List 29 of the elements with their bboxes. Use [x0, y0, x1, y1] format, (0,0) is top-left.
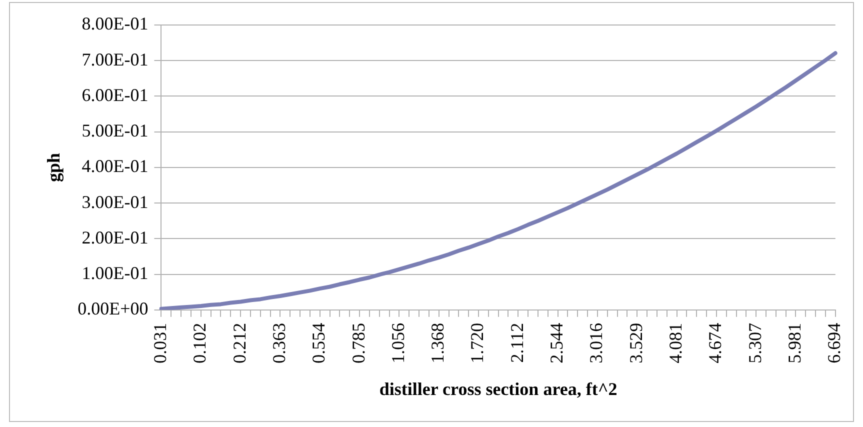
y-tick-label: 5.00E-01 — [82, 120, 148, 141]
x-tick-label: 5.981 — [784, 322, 804, 364]
x-axis-title: distiller cross section area, ft^2 — [379, 378, 618, 399]
x-tick-label: 1.056 — [388, 322, 408, 364]
x-tick-label: 3.529 — [626, 322, 646, 364]
x-tick-label: 4.081 — [666, 322, 686, 364]
y-tick-label: 7.00E-01 — [82, 49, 148, 70]
x-tick-label: 1.368 — [428, 322, 448, 364]
x-tick-label: 0.785 — [348, 322, 368, 364]
y-axis-title: gph — [43, 152, 64, 182]
y-tick-label: 2.00E-01 — [82, 227, 148, 248]
x-tick-label: 0.554 — [308, 322, 329, 364]
y-tick-label: 0.00E+00 — [78, 298, 148, 319]
x-tick-label: 0.102 — [190, 322, 210, 364]
x-tick-label: 5.307 — [744, 322, 765, 364]
y-tick-label: 1.00E-01 — [82, 263, 148, 284]
x-tick-label: 3.016 — [586, 322, 606, 364]
x-tick-label: 0.212 — [229, 322, 250, 364]
x-tick-label: 0.031 — [150, 322, 170, 364]
y-tick-label: 8.00E-01 — [82, 14, 148, 34]
x-tick-label: 6.694 — [824, 322, 844, 364]
x-tick-label: 4.674 — [705, 322, 726, 364]
x-tick-label: 2.544 — [546, 322, 567, 364]
y-tick-label: 4.00E-01 — [82, 156, 148, 176]
x-tick-label: 0.363 — [268, 322, 289, 364]
y-tick-label: 6.00E-01 — [82, 84, 148, 105]
x-tick-label: 2.112 — [506, 322, 527, 363]
x-tick-label: 1.720 — [467, 322, 488, 364]
y-tick-label: 3.00E-01 — [82, 192, 148, 212]
